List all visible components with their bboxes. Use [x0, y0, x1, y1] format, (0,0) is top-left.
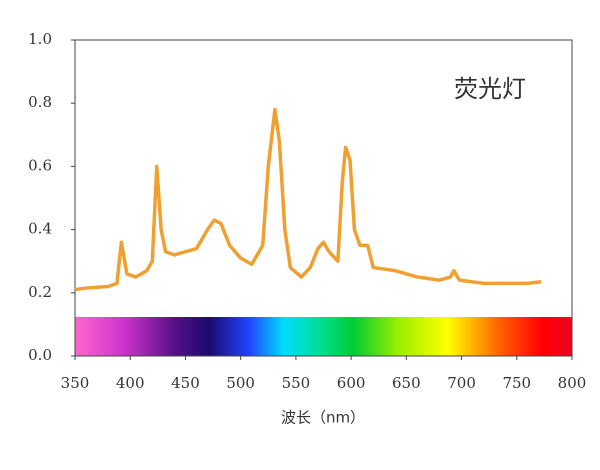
y-tick-label: 0.0	[28, 346, 52, 364]
x-tick-label: 700	[447, 374, 476, 392]
x-tick-label: 500	[226, 374, 255, 392]
x-tick-label: 400	[116, 374, 145, 392]
x-tick-label: 800	[558, 374, 587, 392]
y-tick-label: 0.6	[28, 156, 52, 174]
y-tick-label: 0.4	[28, 220, 52, 238]
y-tick-label: 0.8	[28, 93, 52, 111]
x-tick-label: 600	[337, 374, 366, 392]
y-tick-label: 0.2	[28, 283, 52, 301]
plot-frame	[74, 39, 573, 357]
annotation: 荧光灯	[454, 75, 526, 103]
x-tick-label: 350	[61, 374, 90, 392]
x-tick-label: 550	[282, 374, 311, 392]
spectrum-bar	[75, 317, 572, 356]
x-tick-label: 450	[171, 374, 200, 392]
x-tick-label: 750	[502, 374, 531, 392]
y-tick-label: 1.0	[28, 30, 52, 48]
spectrum-line	[74, 107, 542, 292]
x-axis-label: 波长（nm）	[281, 409, 365, 427]
x-tick-label: 650	[392, 374, 421, 392]
